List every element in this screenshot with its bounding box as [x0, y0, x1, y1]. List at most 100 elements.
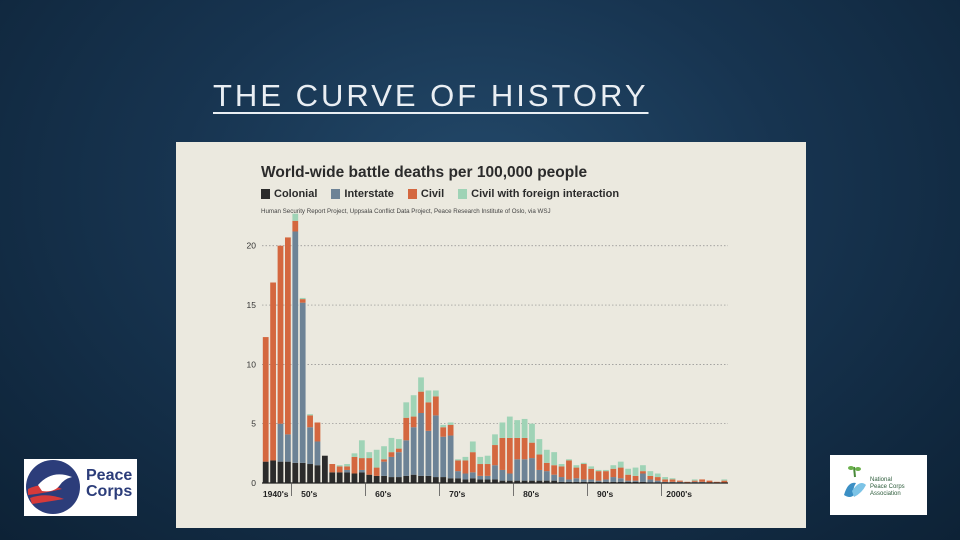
bar-segment-interstate [536, 469, 543, 481]
bar-segment-civil [366, 458, 373, 475]
bar-segment-interstate [610, 477, 617, 482]
bar-segment-colonial [351, 473, 358, 483]
bar-segment-civil-with-foreign-interaction [617, 461, 624, 468]
bar-segment-civil [351, 456, 358, 474]
y-tick-label: 20 [247, 241, 257, 251]
bar-segment-civil-with-foreign-interaction [669, 478, 676, 480]
bar-segment-civil-with-foreign-interaction [603, 469, 609, 472]
bar-segment-colonial [358, 472, 365, 483]
bar-segment-civil-with-foreign-interaction [410, 395, 417, 417]
bar-segment-colonial [292, 462, 299, 483]
chart-source: Human Security Report Project, Uppsala C… [261, 208, 551, 215]
bar-segment-civil-with-foreign-interaction [425, 390, 432, 403]
peace-corps-line1: Peace [86, 467, 133, 484]
bar-segment-colonial [551, 480, 558, 483]
bar-segment-interstate [432, 415, 439, 478]
bar-segment-colonial [329, 472, 336, 483]
x-tick-label: 80's [523, 489, 539, 499]
bar-segment-civil [647, 475, 654, 480]
bar-segment-civil-with-foreign-interaction [492, 434, 498, 446]
x-tick-label: 1940's [263, 489, 289, 499]
bar-segment-interstate [551, 474, 558, 481]
dove-flag-icon [26, 460, 80, 514]
bar-segment-interstate [647, 479, 654, 483]
bar-segment-interstate [395, 452, 402, 478]
bar-segment-colonial [373, 475, 380, 483]
legend-swatch-civil-foreign [458, 189, 468, 199]
bar-segment-civil-with-foreign-interaction [588, 466, 595, 469]
bar-segment-civil [677, 480, 683, 482]
bar-segment-colonial [514, 480, 521, 483]
bar-segment-colonial [521, 480, 528, 483]
bar-segment-colonial [381, 475, 387, 483]
bar-segment-civil [462, 460, 469, 474]
bar-segment-civil-with-foreign-interaction [514, 420, 521, 438]
bar-segment-civil [603, 471, 609, 480]
bar-segment-civil-with-foreign-interaction [292, 213, 299, 221]
bar-segment-colonial [425, 475, 432, 483]
bar-segment-civil-with-foreign-interaction [543, 449, 550, 463]
bar-segment-civil [299, 299, 306, 303]
bar-segment-civil [640, 471, 646, 474]
npca-hands-icon [844, 466, 866, 497]
bar-segment-civil [270, 282, 276, 461]
bar-segment-civil-with-foreign-interaction [580, 462, 587, 465]
bar-segment-interstate [640, 473, 646, 482]
bar-segment-civil-with-foreign-interaction [521, 418, 528, 438]
bar-segment-colonial [395, 477, 402, 483]
bar-segment-civil-with-foreign-interaction [366, 452, 373, 459]
legend-label-colonial: Colonial [274, 188, 318, 200]
bar-segment-civil [410, 416, 417, 428]
bar-segment-colonial [299, 462, 306, 483]
bar-segment-civil [573, 467, 580, 479]
bar-segment-civil-with-foreign-interaction [440, 424, 447, 428]
legend-swatch-civil [407, 189, 417, 199]
bar-segment-civil-with-foreign-interaction [647, 471, 654, 476]
bar-segment-interstate [425, 430, 432, 476]
bar-segment-civil-with-foreign-interaction [632, 467, 639, 476]
bar-segment-interstate [469, 472, 476, 479]
bar-segment-civil [521, 437, 528, 460]
bar-segment-interstate [543, 471, 550, 481]
bar-segment-civil [418, 391, 424, 414]
bar-segment-colonial [477, 479, 484, 483]
bar-segment-civil-with-foreign-interaction [691, 479, 698, 481]
bar-segment-colonial [440, 477, 447, 483]
y-tick-label: 0 [251, 478, 256, 488]
bar-segment-civil-with-foreign-interaction [455, 459, 461, 461]
bar-segment-interstate [462, 473, 469, 480]
legend-label-civil: Civil [420, 188, 445, 200]
bar-segment-colonial [403, 475, 410, 483]
bar-segment-colonial [506, 480, 513, 483]
bar-segment-civil [440, 427, 447, 437]
bar-segment-interstate [654, 480, 661, 483]
bar-segment-interstate [573, 478, 580, 482]
bar-segment-colonial [388, 477, 395, 483]
bar-segment-civil [262, 337, 269, 462]
bar-segment-interstate [277, 423, 284, 462]
bar-segment-civil-with-foreign-interaction [506, 416, 513, 438]
legend-swatch-interstate [331, 189, 341, 199]
bar-segment-civil-with-foreign-interaction [403, 402, 410, 418]
bar-segment-civil [425, 402, 432, 431]
bar-segment-civil [329, 464, 336, 473]
bar-segment-civil [307, 415, 313, 428]
bar-segment-colonial [262, 461, 269, 483]
bar-segment-colonial [314, 465, 321, 483]
bar-segment-colonial [462, 479, 469, 483]
legend-item-colonial: Colonial [261, 188, 317, 200]
bar-segment-colonial [321, 455, 328, 483]
bar-segment-colonial [270, 460, 276, 483]
bar-segment-interstate [617, 478, 624, 482]
npca-logo: National Peace Corps Association [830, 455, 927, 515]
bar-segment-civil-with-foreign-interaction [551, 452, 558, 466]
legend-label-civil-foreign: Civil with foreign interaction [471, 188, 620, 200]
y-tick-label: 5 [251, 419, 256, 429]
npca-line3: Association [870, 491, 901, 497]
bar-segment-colonial [307, 464, 313, 483]
bar-segment-interstate [418, 413, 424, 476]
peace-corps-logo: Peace Corps [24, 459, 137, 516]
bar-segment-colonial [499, 480, 506, 483]
bar-segment-civil [529, 442, 535, 459]
bar-segment-civil [566, 460, 572, 480]
